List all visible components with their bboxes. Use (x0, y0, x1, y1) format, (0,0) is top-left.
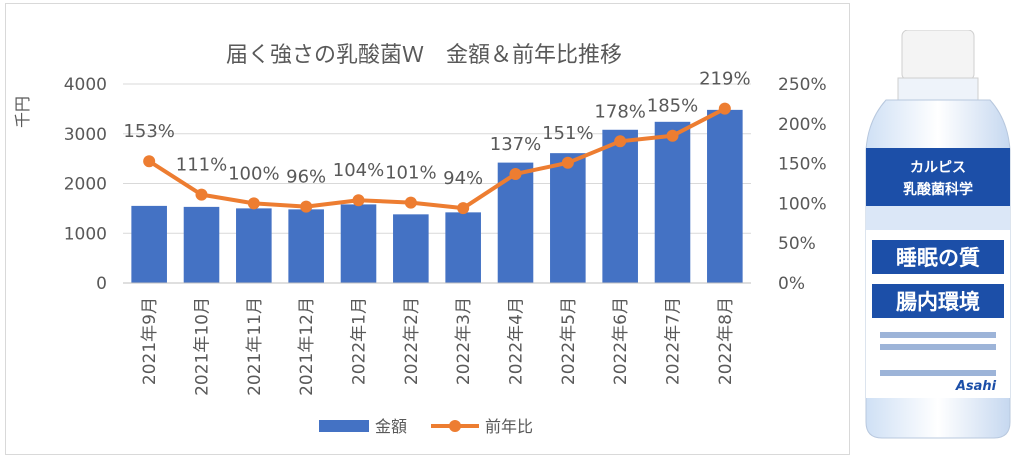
legend-line-marker (449, 420, 461, 432)
product-image: カルピス 乳酸菌科学 睡眠の質 腸内環境 Asahi (858, 29, 1018, 440)
small-print-3 (880, 370, 996, 376)
data-label: 101% (385, 163, 436, 184)
y-left-tick-label: 1000 (64, 224, 107, 244)
bar (288, 209, 324, 283)
x-tick-label: 2021年9月 (140, 297, 160, 385)
y-right-tick-label: 150% (778, 155, 827, 175)
data-label: 100% (228, 163, 279, 184)
headline-box-1 (872, 240, 1004, 274)
line-point (195, 188, 208, 201)
product-line2: 腸内環境 (896, 290, 980, 314)
line-point (718, 102, 731, 115)
x-tick-label: 2022年3月 (454, 297, 474, 385)
line-series: 153%111% 100% 96% 104% 101% 94% 137%151%178% 18… (123, 69, 751, 215)
y-right-tick-label: 100% (778, 194, 827, 214)
y-right-tick-label: 0% (778, 274, 805, 294)
line-point (561, 156, 574, 169)
line-path (148, 106, 726, 211)
axes: 0 1000 2000 3000 4000 0% 50% 100% 150% 200% 250% 20… (64, 75, 827, 396)
small-print-2 (880, 344, 996, 350)
line-point (300, 200, 313, 213)
product-maker: Asahi (955, 379, 997, 394)
data-label: 153% (123, 121, 174, 142)
product-lab: 乳酸菌科学 (903, 181, 973, 198)
bar-series (131, 109, 743, 284)
legend-bar-swatch (319, 420, 369, 432)
bar (550, 153, 586, 283)
x-tick-label: 2022年6月 (611, 297, 631, 385)
bar (654, 121, 691, 283)
gridlines (123, 83, 751, 234)
y-left-tick-label: 0 (96, 274, 107, 294)
line-point (352, 194, 365, 207)
bar (602, 129, 638, 283)
small-print-1 (880, 332, 996, 338)
x-tick-label: 2022年1月 (350, 297, 370, 385)
x-tick-label: 2022年4月 (507, 297, 527, 385)
legend-bar-label: 金額 (375, 417, 407, 436)
line-point (143, 155, 156, 168)
data-label: 96% (286, 167, 326, 188)
product-brand: カルピス (910, 160, 966, 176)
legend: 金額 前年比 (319, 417, 533, 436)
y-left-tick-label: 2000 (64, 175, 107, 195)
data-label: 104% (333, 160, 384, 181)
bottle-cap (901, 29, 975, 81)
product-line1: 睡眠の質 (896, 246, 980, 270)
bar (393, 214, 429, 283)
data-label: 94% (443, 168, 483, 189)
y-right-tick-label: 50% (778, 234, 816, 254)
data-label: 185% (647, 96, 698, 117)
chart-title: 届く強さの乳酸菌Ｗ 金額＆前年比推移 (226, 43, 622, 68)
bar (707, 109, 743, 284)
chart-frame: 届く強さの乳酸菌Ｗ 金額＆前年比推移 千円 153% 111% 100% 96% 104… (5, 3, 850, 455)
bar (236, 208, 272, 283)
data-label: 151% (542, 123, 593, 144)
data-label: 178% (594, 101, 645, 122)
line-point (457, 202, 470, 215)
x-tick-label: 2021年11月 (245, 297, 265, 396)
line-point (614, 135, 627, 148)
data-label: 137% (490, 134, 541, 155)
x-tick-label: 2021年10月 (193, 297, 213, 396)
label-top-stripe (866, 148, 1010, 206)
data-label: 111% (176, 155, 227, 176)
bar (340, 204, 377, 283)
bar (131, 205, 167, 283)
y-right-tick-label: 200% (778, 115, 827, 135)
y-right-tick-label: 250% (778, 75, 827, 95)
line-point (666, 129, 679, 142)
y-left-tick-label: 3000 (64, 125, 107, 145)
line-point (509, 167, 522, 180)
legend-line-label: 前年比 (485, 417, 533, 436)
line-point (247, 197, 260, 210)
chart-svg: 届く強さの乳酸菌Ｗ 金額＆前年比推移 千円 153%111% 100% 96% 104… (13, 43, 827, 436)
x-tick-label: 2022年8月 (716, 297, 736, 385)
bar (183, 206, 220, 283)
x-tick-label: 2022年5月 (559, 297, 579, 385)
headline-box-2 (872, 284, 1004, 318)
bottle-neck (897, 77, 979, 101)
label-wave (866, 206, 1010, 230)
x-tick-label: 2022年2月 (402, 297, 422, 385)
y-left-tick-label: 4000 (64, 75, 107, 95)
x-tick-label: 2022年7月 (664, 297, 684, 385)
bar (445, 212, 481, 283)
x-tick-label: 2021年12月 (297, 297, 317, 396)
y-axis-left-label: 千円 (13, 96, 32, 128)
product-bottle: カルピス 乳酸菌科学 睡眠の質 腸内環境 Asahi (865, 29, 1011, 439)
line-point (404, 196, 417, 209)
data-label: 219% (699, 69, 750, 90)
